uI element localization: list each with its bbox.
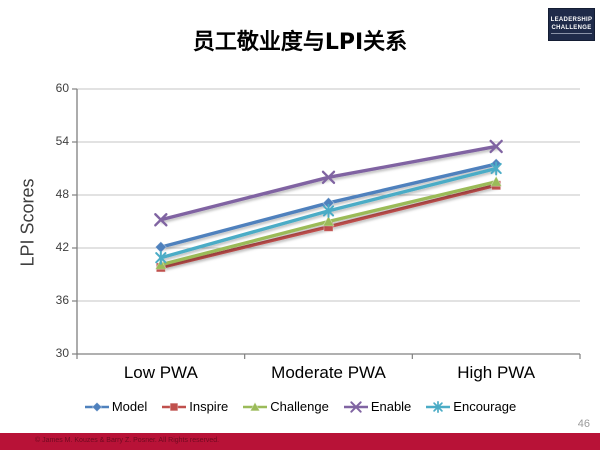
legend-label: Inspire <box>189 399 229 414</box>
logo-text-line1: LEADERSHIP <box>550 16 593 23</box>
slide-page-number: 46 <box>577 418 590 430</box>
y-tick-label: 60 <box>55 81 69 95</box>
data-point-marker <box>249 400 261 411</box>
x-category-label: Low PWA <box>123 363 198 382</box>
data-point-marker <box>433 400 444 413</box>
y-tick-label: 36 <box>55 293 69 307</box>
legend-marker-asterisk-icon <box>426 400 451 413</box>
x-category-label: Moderate PWA <box>271 363 386 382</box>
legend-item-challenge: Challenge <box>242 399 329 414</box>
data-point-marker <box>321 170 336 185</box>
slide-title: 员工敬业度与LPI关系 <box>192 30 408 55</box>
y-tick-label: 48 <box>55 187 69 201</box>
legend-item-model: Model <box>84 399 147 414</box>
legend-item-encourage: Encourage <box>425 399 516 414</box>
y-axis-title: LPI Scores <box>17 178 38 267</box>
data-point-marker <box>91 401 103 412</box>
legend-item-enable: Enable <box>343 399 411 414</box>
y-tick-label: 54 <box>55 134 69 148</box>
copyright-text: © James M. Kouzes & Barry Z. Posner. All… <box>35 437 220 444</box>
legend-item-inspire: Inspire <box>161 399 228 414</box>
data-point-marker <box>350 400 362 413</box>
footer-accent-bar: © James M. Kouzes & Barry Z. Posner. All… <box>0 433 600 450</box>
legend-marker-diamond-icon <box>84 401 109 412</box>
data-point-marker <box>489 175 503 187</box>
chart-legend: Model Inspire Challenge Enable Encourage <box>0 399 600 414</box>
data-point-marker <box>322 203 335 218</box>
data-point-marker <box>170 402 179 411</box>
data-point-marker <box>490 161 502 176</box>
x-category-label: High PWA <box>457 363 536 382</box>
legend-label: Model <box>111 399 148 414</box>
legend-label: Challenge <box>270 399 329 414</box>
logo-text-line2: CHALLENGE <box>551 24 592 34</box>
y-tick-label: 42 <box>55 240 69 254</box>
data-point-marker <box>322 215 335 227</box>
legend-marker-x-icon <box>343 400 368 413</box>
data-point-marker <box>489 139 503 154</box>
legend-marker-triangle-icon <box>243 400 268 411</box>
legend-marker-square-icon <box>162 402 187 411</box>
y-tick-label: 30 <box>55 346 69 360</box>
data-point-marker <box>154 213 168 227</box>
leadership-challenge-logo: LEADERSHIP CHALLENGE <box>548 8 595 41</box>
legend-label: Enable <box>370 399 412 414</box>
data-point-marker <box>155 250 167 265</box>
legend-label: Encourage <box>453 399 517 414</box>
